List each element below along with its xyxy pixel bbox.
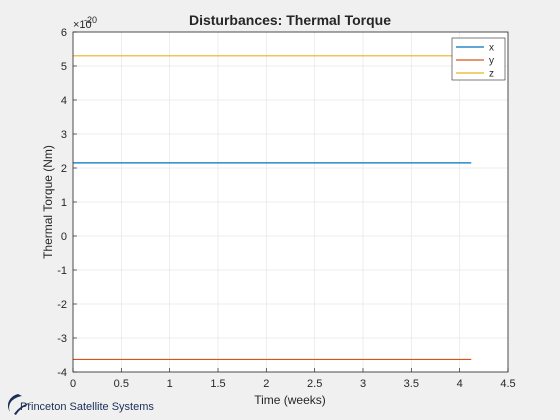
x-tick-label: 1.5	[210, 378, 225, 390]
legend-label-z: z	[489, 69, 494, 80]
y-tick-label: -2	[57, 299, 67, 311]
legend-label-y: y	[489, 56, 494, 67]
y-tick-label: 4	[61, 95, 67, 107]
x-tick-label: 0.5	[114, 378, 129, 390]
x-tick-label: 3	[360, 378, 366, 390]
y-tick-label: -3	[57, 333, 67, 345]
y-tick-label: -1	[57, 265, 67, 277]
swoosh-logo-icon	[7, 394, 32, 415]
y-tick-label: 0	[61, 231, 67, 243]
y-tick-label: 1	[61, 197, 67, 209]
x-tick-label: 1	[167, 378, 173, 390]
x-tick-label: 0	[70, 378, 76, 390]
series-lines	[73, 55, 472, 361]
y-tick-label: 3	[61, 129, 67, 141]
x-tick-label: 2	[263, 378, 269, 390]
x-tick-label: 3.5	[404, 378, 419, 390]
y-axis-label: Thermal Torque (Nm)	[41, 145, 55, 259]
legend-label-x: x	[489, 43, 494, 54]
axis-exponent: ×10 -20	[73, 15, 97, 31]
legend-box	[451, 37, 506, 81]
y-axis-ticks: -4 -3 -2 -1 0 1 2 3 4 5 6	[57, 27, 77, 379]
y-tick-label: 5	[61, 61, 67, 73]
x-axis-ticks: 0 0.5 1 1.5 2 2.5 3 3.5 4 4.5	[70, 368, 516, 390]
y-tick-label: 2	[61, 163, 67, 175]
brand-logo: Princeton Satellite Systems	[4, 390, 164, 416]
brand-text: Princeton Satellite Systems	[20, 401, 154, 413]
legend: xyz	[451, 37, 506, 81]
x-tick-label: 4.5	[500, 378, 515, 390]
y-tick-label: 6	[61, 27, 67, 39]
exponent-prefix: ×10	[73, 19, 92, 31]
chart-title: Disturbances: Thermal Torque	[189, 12, 391, 28]
x-tick-label: 4	[457, 378, 463, 390]
x-tick-label: 2.5	[307, 378, 322, 390]
x-axis-label: Time (weeks)	[254, 393, 326, 407]
exponent-value: -20	[84, 15, 97, 25]
y-tick-label: -4	[57, 367, 67, 379]
